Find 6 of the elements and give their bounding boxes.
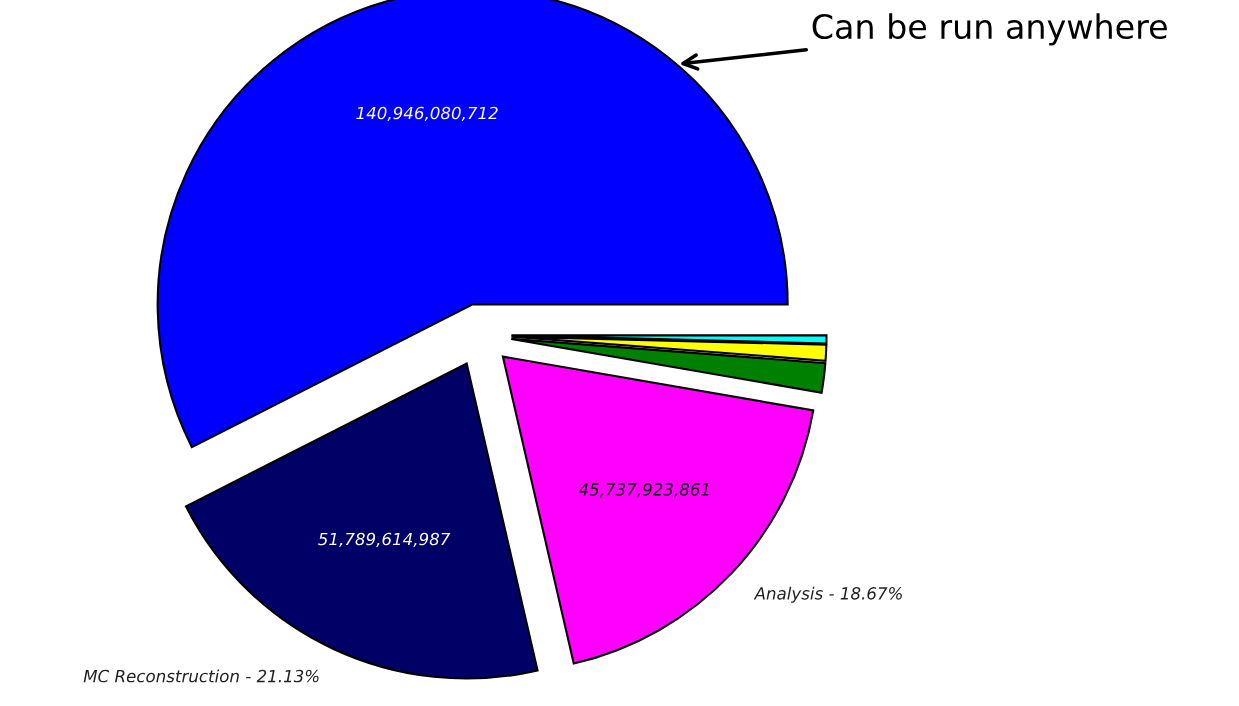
- data-label: 140,946,080,712: [356, 106, 498, 121]
- text: Can be run anywhere: [812, 13, 1167, 46]
- data-label: 51,789,614,987: [318, 532, 451, 548]
- slice-label: Analysis - 18.67%: [753, 586, 902, 603]
- slice-label: MC Reconstruction - 21.13%: [83, 669, 319, 683]
- data-label: 45,737,923,861: [578, 483, 709, 498]
